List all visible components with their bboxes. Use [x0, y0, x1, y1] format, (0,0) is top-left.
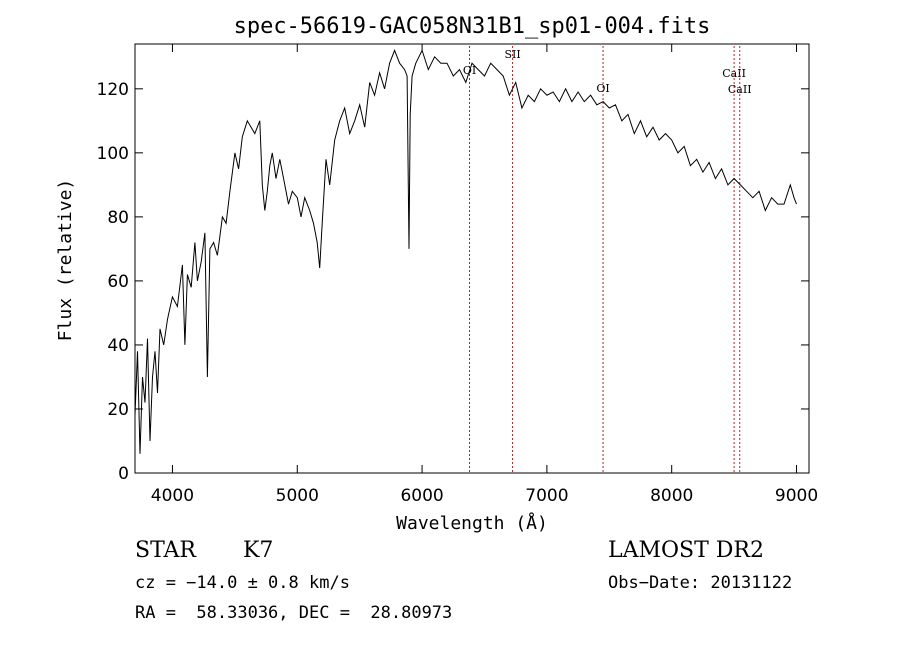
x-tick-label: 5000 — [276, 486, 319, 506]
object-subclass: K7 — [243, 538, 274, 563]
y-tick-label: 0 — [118, 464, 129, 484]
coordinates: RA = 58.33036, DEC = 28.80973 — [135, 603, 453, 623]
y-axis-label: Flux (relative) — [55, 179, 76, 342]
y-tick-label: 100 — [97, 144, 129, 164]
x-axis-label: Wavelength (Å) — [396, 512, 548, 534]
x-tick-label: 8000 — [650, 486, 693, 506]
x-tick-label: 4000 — [151, 486, 194, 506]
cz-value: cz = −14.0 ± 0.8 km/s — [135, 573, 350, 593]
y-tick-label: 120 — [97, 80, 129, 100]
y-tick-label: 40 — [107, 336, 129, 356]
y-tick-label: 20 — [107, 400, 129, 420]
plot-frame — [134, 43, 810, 474]
object-type: STAR — [135, 538, 196, 563]
survey-name: LAMOST DR2 — [608, 538, 764, 563]
line-marker-label: CaII — [722, 67, 746, 80]
y-tick-label: 80 — [107, 208, 129, 228]
spectrum-series-line — [134, 49, 797, 454]
obs-date: Obs−Date: 20131122 — [608, 573, 793, 593]
line-marker-label: OI — [596, 82, 609, 95]
x-tick-label: 6000 — [400, 486, 443, 506]
x-axis-ticks: 4000 5000 6000 7000 8000 9000 — [151, 44, 818, 506]
line-marker-label: SII — [504, 48, 520, 61]
x-tick-label: 9000 — [775, 486, 818, 506]
x-tick-label: 7000 — [525, 486, 568, 506]
y-axis-ticks: 0 20 40 60 80 100 120 — [97, 80, 809, 484]
line-marker-label: CaII — [728, 83, 752, 96]
chart-title: spec-56619-GAC058N31B1_sp01-004.fits — [234, 14, 711, 39]
y-tick-label: 60 — [107, 272, 129, 292]
